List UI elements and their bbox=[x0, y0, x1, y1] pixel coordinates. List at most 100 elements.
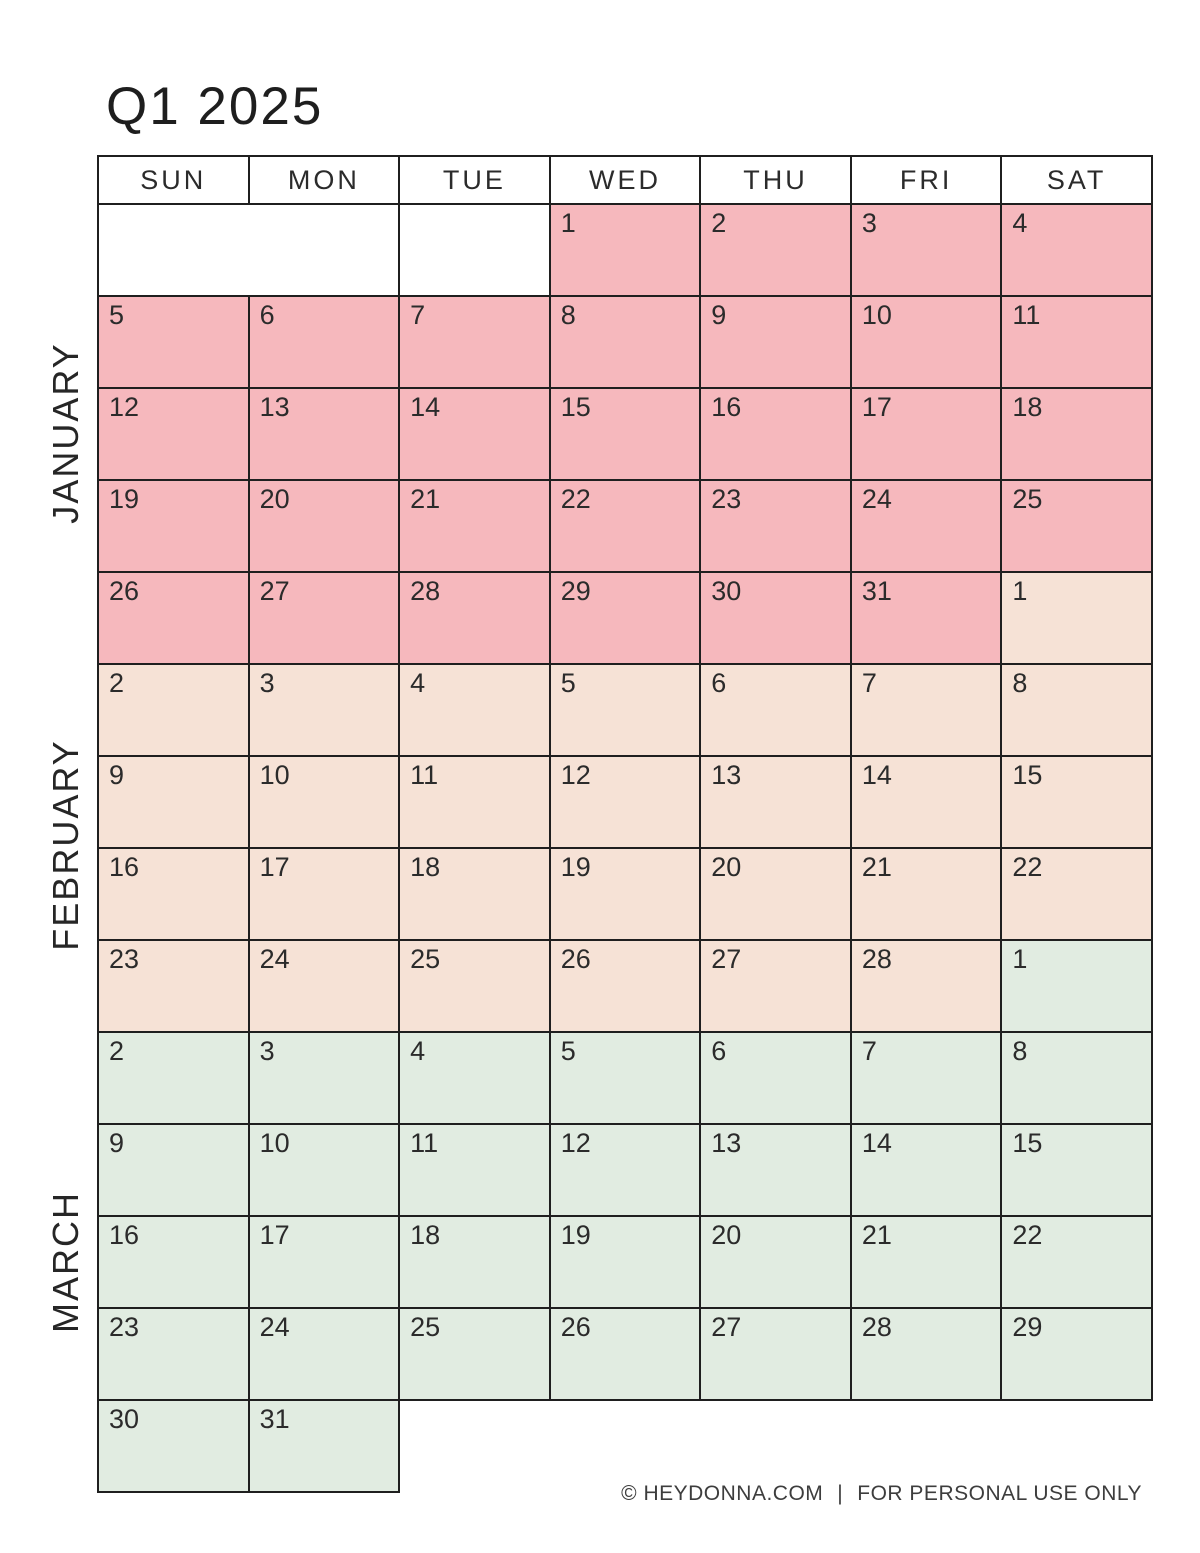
day-cell-mar-29: 29 bbox=[1000, 1307, 1153, 1401]
day-cell-jan-22: 22 bbox=[548, 479, 702, 573]
day-cell-jan-24: 24 bbox=[849, 479, 1003, 573]
day-cell-jan-2: 2 bbox=[699, 203, 852, 297]
day-cell-mar-2: 2 bbox=[97, 1031, 250, 1125]
copyright-text: © HEYDONNA.COM bbox=[621, 1482, 824, 1505]
day-cell-feb-8: 8 bbox=[1000, 663, 1153, 757]
month-label-february: FEBRUARY bbox=[45, 739, 86, 951]
day-cell-jan-19: 19 bbox=[97, 479, 250, 573]
day-cell-feb-4: 4 bbox=[398, 663, 551, 757]
day-cell-mar-13: 13 bbox=[699, 1123, 852, 1217]
usage-text: FOR PERSONAL USE ONLY bbox=[857, 1482, 1142, 1505]
week-row-11: 9 10 11 12 13 14 15 bbox=[97, 1123, 1153, 1217]
day-cell-mar-31: 31 bbox=[247, 1399, 401, 1493]
calendar-grid: SUN MON TUE WED THU FRI SAT 1 2 3 4 5 6 7 8 9 10 11 12 13 1… bbox=[96, 155, 1153, 1493]
day-cell-feb-3: 3 bbox=[247, 663, 401, 757]
day-cell-feb-27: 27 bbox=[699, 939, 852, 1033]
weekday-mon: MON bbox=[247, 155, 401, 205]
day-cell-jan-4: 4 bbox=[1000, 203, 1153, 297]
day-cell-mar-5: 5 bbox=[548, 1031, 702, 1125]
week-row-4: 19 20 21 22 23 24 25 bbox=[97, 479, 1153, 573]
day-cell-mar-28: 28 bbox=[849, 1307, 1003, 1401]
day-cell-feb-25: 25 bbox=[398, 939, 551, 1033]
day-cell-feb-6: 6 bbox=[699, 663, 852, 757]
day-cell-feb-23: 23 bbox=[97, 939, 250, 1033]
day-cell-jan-18: 18 bbox=[1000, 387, 1153, 481]
day-cell-jan-12: 12 bbox=[97, 387, 250, 481]
empty-region bbox=[399, 1400, 1152, 1492]
day-cell-jan-5: 5 bbox=[97, 295, 250, 389]
week-row-14: 30 31 bbox=[97, 1399, 1152, 1493]
day-cell-feb-7: 7 bbox=[849, 663, 1003, 757]
day-cell-mar-16: 16 bbox=[97, 1215, 250, 1309]
day-cell-jan-17: 17 bbox=[849, 387, 1003, 481]
day-cell-mar-22: 22 bbox=[1000, 1215, 1153, 1309]
day-cell-mar-4: 4 bbox=[398, 1031, 551, 1125]
day-cell-jan-14: 14 bbox=[398, 387, 551, 481]
day-cell-jan-26: 26 bbox=[97, 571, 250, 665]
weekday-thu: THU bbox=[699, 155, 852, 205]
month-label-january: JANUARY bbox=[45, 342, 86, 524]
day-cell-mar-7: 7 bbox=[849, 1031, 1003, 1125]
day-cell-mar-3: 3 bbox=[247, 1031, 401, 1125]
day-cell-jan-1: 1 bbox=[548, 203, 702, 297]
day-cell-feb-16: 16 bbox=[97, 847, 250, 941]
day-cell-jan-20: 20 bbox=[247, 479, 401, 573]
day-cell-feb-19: 19 bbox=[548, 847, 702, 941]
day-cell-mar-21: 21 bbox=[849, 1215, 1003, 1309]
day-cell-jan-28: 28 bbox=[398, 571, 551, 665]
day-cell-feb-13: 13 bbox=[699, 755, 852, 849]
day-cell-mar-24: 24 bbox=[247, 1307, 401, 1401]
day-cell-feb-12: 12 bbox=[548, 755, 702, 849]
day-cell-feb-1: 1 bbox=[1000, 571, 1153, 665]
weekday-wed: WED bbox=[548, 155, 702, 205]
day-cell-feb-21: 21 bbox=[849, 847, 1003, 941]
day-cell-mar-15: 15 bbox=[1000, 1123, 1153, 1217]
day-cell-mar-27: 27 bbox=[699, 1307, 852, 1401]
day-cell-feb-9: 9 bbox=[97, 755, 250, 849]
week-row-8: 16 17 18 19 20 21 22 bbox=[97, 847, 1153, 941]
day-cell-feb-18: 18 bbox=[398, 847, 551, 941]
day-cell-feb-20: 20 bbox=[699, 847, 852, 941]
day-cell-jan-16: 16 bbox=[699, 387, 852, 481]
day-cell-feb-24: 24 bbox=[247, 939, 401, 1033]
day-cell-mar-20: 20 bbox=[699, 1215, 852, 1309]
week-row-3: 12 13 14 15 16 17 18 bbox=[97, 387, 1153, 481]
week-row-13: 23 24 25 26 27 28 29 bbox=[97, 1307, 1153, 1401]
day-cell-jan-9: 9 bbox=[699, 295, 852, 389]
day-cell-feb-22: 22 bbox=[1000, 847, 1153, 941]
day-cell-mar-12: 12 bbox=[548, 1123, 702, 1217]
day-cell-mar-1: 1 bbox=[1000, 939, 1153, 1033]
week-row-9: 23 24 25 26 27 28 1 bbox=[97, 939, 1153, 1033]
day-cell-jan-15: 15 bbox=[548, 387, 702, 481]
week-row-7: 9 10 11 12 13 14 15 bbox=[97, 755, 1153, 849]
day-cell-jan-13: 13 bbox=[247, 387, 401, 481]
day-cell-jan-6: 6 bbox=[247, 295, 401, 389]
weekday-sat: SAT bbox=[1000, 155, 1153, 205]
day-cell-feb-10: 10 bbox=[247, 755, 401, 849]
day-cell-mar-30: 30 bbox=[97, 1399, 250, 1493]
day-cell-mar-17: 17 bbox=[247, 1215, 401, 1309]
day-cell-jan-11: 11 bbox=[1000, 295, 1153, 389]
day-cell-mar-19: 19 bbox=[548, 1215, 702, 1309]
blank-cell bbox=[96, 203, 401, 297]
day-cell-jan-31: 31 bbox=[849, 571, 1003, 665]
day-cell-jan-23: 23 bbox=[699, 479, 852, 573]
day-cell-mar-9: 9 bbox=[97, 1123, 250, 1217]
calendar-body: 1 2 3 4 5 6 7 8 9 10 11 12 13 14 15 16 17 18 19 20 21 22 23 24 2… bbox=[96, 203, 1153, 1493]
day-cell-feb-11: 11 bbox=[398, 755, 551, 849]
weekday-sun: SUN bbox=[97, 155, 250, 205]
day-cell-jan-30: 30 bbox=[699, 571, 852, 665]
day-cell-jan-21: 21 bbox=[398, 479, 551, 573]
day-cell-feb-26: 26 bbox=[548, 939, 702, 1033]
day-cell-mar-26: 26 bbox=[548, 1307, 702, 1401]
day-cell-mar-23: 23 bbox=[97, 1307, 250, 1401]
day-cell-feb-17: 17 bbox=[247, 847, 401, 941]
month-label-march: MARCH bbox=[45, 1191, 86, 1333]
weekday-header-row: SUN MON TUE WED THU FRI SAT bbox=[97, 155, 1153, 205]
day-cell-mar-25: 25 bbox=[398, 1307, 551, 1401]
week-row-5: 26 27 28 29 30 31 1 bbox=[97, 571, 1153, 665]
day-cell-jan-10: 10 bbox=[849, 295, 1003, 389]
blank-cell bbox=[398, 203, 551, 297]
